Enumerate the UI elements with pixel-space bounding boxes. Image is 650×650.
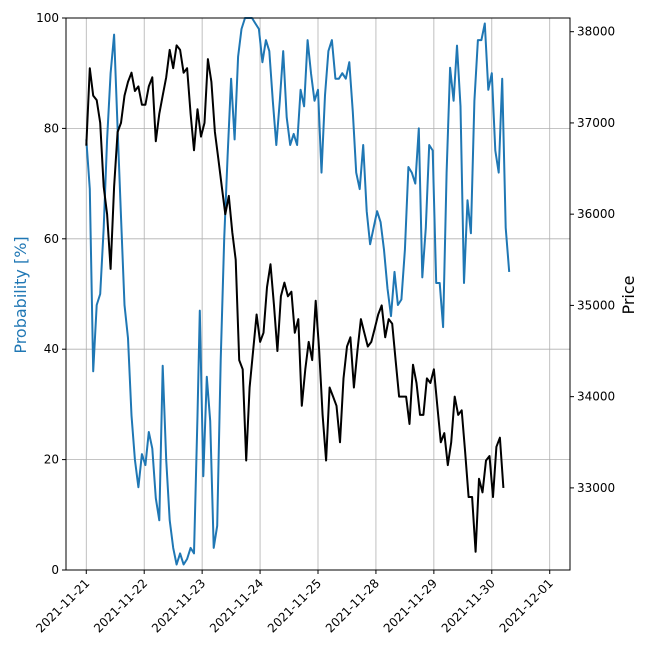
- y2-tick-label: 33000: [577, 481, 615, 495]
- y2-tick-label: 35000: [577, 298, 615, 312]
- y-axis-right-label: Price: [619, 275, 638, 314]
- y-axis-right: 33000 34000 35000 36000 37000 38000: [570, 25, 615, 495]
- y2-tick-label: 38000: [577, 25, 615, 39]
- y-tick-label: 60: [44, 232, 59, 246]
- y-axis-left: 0 20 40 60 80 100: [36, 11, 66, 577]
- price-series-line: [85, 44, 505, 553]
- y-tick-label: 80: [44, 121, 59, 135]
- series-layer: [85, 17, 511, 566]
- y-tick-label: 0: [51, 563, 59, 577]
- y-tick-label: 100: [36, 11, 59, 25]
- y-tick-label: 40: [44, 342, 59, 356]
- y-axis-left-label: Probability [%]: [11, 236, 30, 353]
- y2-tick-label: 37000: [577, 116, 615, 130]
- y2-tick-label: 34000: [577, 390, 615, 404]
- y-tick-label: 20: [44, 453, 59, 467]
- probability-series-line: [85, 17, 511, 566]
- y2-tick-label: 36000: [577, 207, 615, 221]
